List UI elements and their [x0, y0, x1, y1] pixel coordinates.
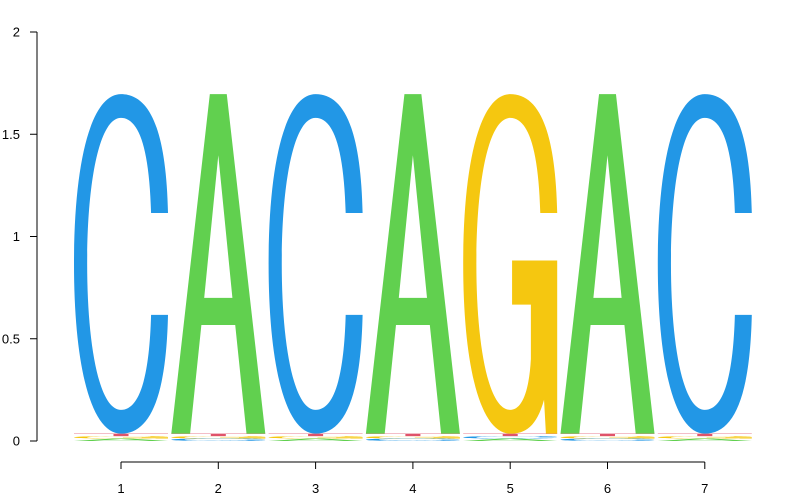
letter-c [268, 94, 363, 434]
y-tick-label: 0.5 [2, 331, 20, 346]
logo-column-2 [171, 94, 266, 441]
letter-stacks [74, 94, 752, 441]
letter-g [560, 436, 655, 439]
letter-c [463, 436, 558, 439]
letter-c [74, 94, 168, 434]
letter-c [560, 438, 655, 441]
letter-c [657, 94, 752, 434]
letter-a [171, 94, 266, 434]
letter-t [463, 433, 558, 437]
letter-g [268, 436, 363, 439]
x-tick-label: 3 [312, 481, 319, 496]
x-tick-label: 5 [507, 481, 514, 496]
letter-a [74, 438, 168, 441]
logo-column-6 [560, 94, 655, 441]
letter-a [365, 94, 460, 434]
y-tick-label: 1 [13, 229, 20, 244]
x-tick-label: 7 [701, 481, 708, 496]
letter-g [171, 436, 266, 439]
letter-c [365, 438, 460, 441]
letter-c [171, 438, 266, 441]
letter-t [365, 433, 460, 437]
letter-a [657, 438, 752, 441]
logo-column-4 [365, 94, 460, 441]
y-axis: 0 0.5 1 1.5 2 [2, 25, 38, 449]
logo-column-1 [74, 94, 168, 441]
logo-column-5 [463, 94, 558, 441]
logo-column-3 [268, 94, 363, 441]
logo-column-7 [657, 94, 752, 441]
letter-t [657, 433, 752, 437]
letter-t [171, 433, 266, 437]
letter-a [463, 438, 558, 441]
letter-t [268, 433, 363, 437]
letter-a [560, 94, 655, 434]
letter-g [365, 436, 460, 439]
y-tick-label: 2 [13, 25, 20, 40]
x-tick-label: 2 [215, 481, 222, 496]
letter-t [560, 433, 655, 437]
letter-a [268, 438, 363, 441]
letter-t [74, 433, 168, 437]
x-axis: 1 2 3 4 5 6 7 [117, 461, 708, 496]
x-tick-label: 4 [409, 481, 416, 496]
letter-g [657, 436, 752, 439]
x-tick-label: 6 [604, 481, 611, 496]
letter-g [463, 94, 558, 434]
y-tick-label: 0 [13, 434, 20, 449]
letter-g [74, 436, 168, 439]
y-tick-label: 1.5 [2, 127, 20, 142]
x-tick-label: 1 [117, 481, 124, 496]
